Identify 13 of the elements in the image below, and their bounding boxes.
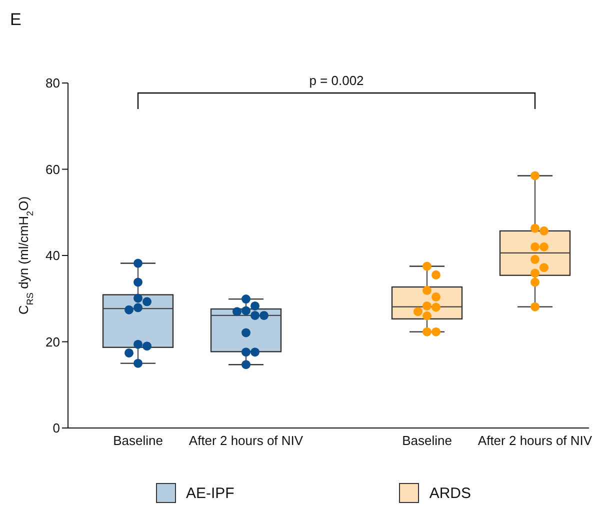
x-tick-label: Baseline (113, 433, 163, 448)
legend-label: AE-IPF (186, 484, 234, 502)
x-tick-label: After 2 hours of NIV (478, 433, 592, 448)
annotation: p = 0.002 (309, 73, 364, 88)
legend-label: ARDS (429, 484, 472, 502)
x-tick-label: Baseline (402, 433, 452, 448)
chart-title: E (10, 10, 22, 30)
y-tick-label: 40 (46, 248, 60, 264)
y-tick-label: 20 (46, 334, 60, 350)
y-tick-label: 60 (46, 162, 60, 177)
y-tick-label: 0 (52, 420, 60, 436)
x-tick-label: After 2 hours of NIV (188, 433, 304, 448)
y-tick-label: 80 (46, 76, 60, 91)
